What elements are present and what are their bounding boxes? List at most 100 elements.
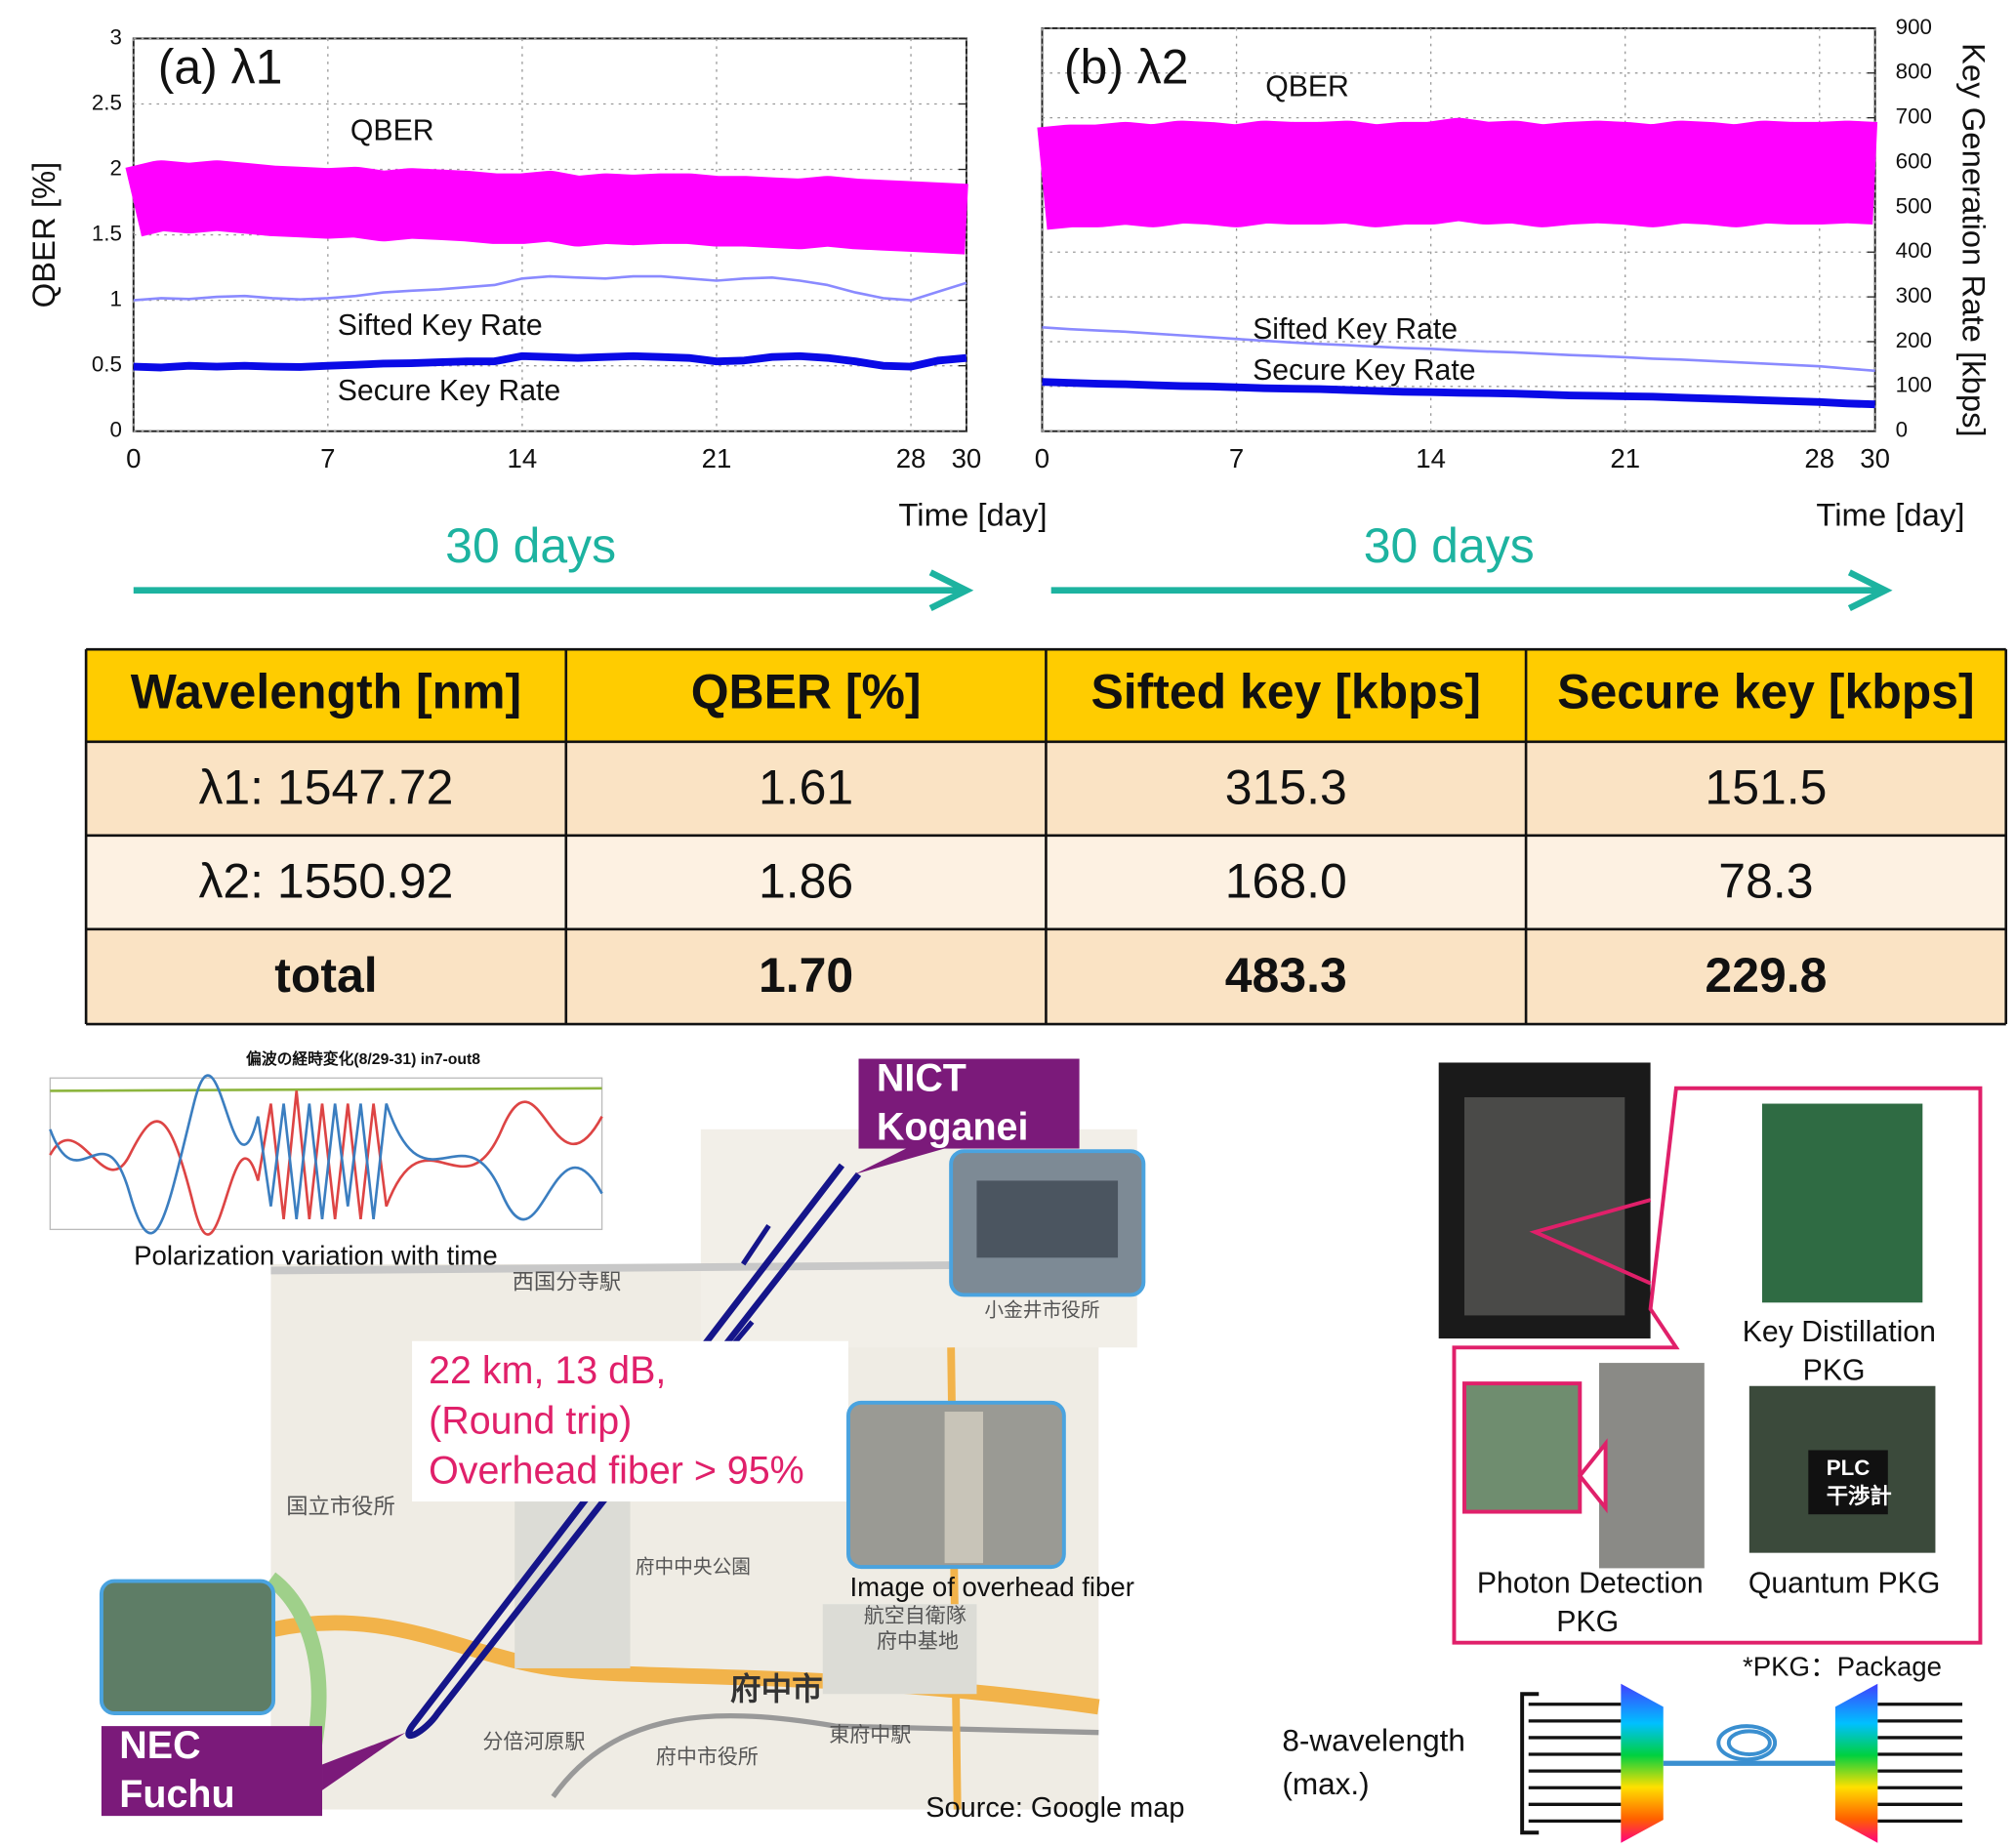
span-label: 30 days: [1364, 518, 1535, 573]
place: 国立市役所: [286, 1495, 395, 1519]
x-tick-label: 21: [1610, 443, 1640, 473]
span-arrowhead: [928, 569, 974, 612]
chart-panel: 0 7 14 21 28 30 0 0.5 1 1.5 2 2.5 3 (a) λ1 QBER Sifted …: [25, 24, 1048, 612]
x-tick-label: 7: [1229, 443, 1244, 473]
callout: [1452, 1086, 1983, 1645]
wdm-lines: [1528, 1703, 1963, 1824]
annotation: Sifted Key Rate: [338, 309, 543, 342]
rack: [1463, 1096, 1625, 1316]
y2-tick-label: 800: [1896, 60, 1932, 84]
table-cell: 168.0: [1225, 854, 1347, 909]
place: 府中基地: [877, 1630, 959, 1653]
source: Source: Google map: [925, 1792, 1184, 1824]
table-cell: λ1: 1547.72: [198, 760, 453, 815]
panel-label: (b) λ2: [1064, 39, 1189, 94]
callout: [1577, 1438, 1608, 1514]
demux: [1834, 1683, 1878, 1843]
campus-photo: [99, 1579, 276, 1715]
photo-caption: Image of overhead fiber: [849, 1572, 1133, 1602]
annotation: QBER: [1265, 71, 1349, 103]
place: 分倍河原駅: [482, 1731, 585, 1753]
place: 西国分寺駅: [513, 1269, 622, 1294]
x-tick-label: 14: [1416, 443, 1446, 473]
x-tick-label: 30: [952, 443, 982, 473]
table-cell: 315.3: [1225, 760, 1347, 815]
y2-tick-label: 600: [1896, 148, 1932, 173]
plc-chip: [1808, 1450, 1888, 1515]
pkg-label: PKG: [1803, 1354, 1866, 1386]
brace: [1520, 1692, 1540, 1835]
inset-trace: [50, 1087, 602, 1092]
annotation: QBER: [350, 114, 434, 146]
y2-tick-label: 0: [1896, 418, 1908, 442]
footnote: *PKG：Package: [1743, 1651, 1942, 1681]
inset-caption: Polarization variation with time: [134, 1241, 498, 1271]
annotation: Secure Key Rate: [338, 375, 560, 407]
place: 府中市: [730, 1671, 823, 1706]
map-text: NICT Koganei NEC Fuchu 22 km, 13 dB, (Ro…: [119, 1056, 1184, 1824]
site-label: Fuchu: [119, 1773, 234, 1816]
y2-axis-label: Key Generation Rate [kbps]: [1956, 43, 1993, 437]
x-axis-label: Time [day]: [898, 496, 1047, 532]
site-label: NICT: [877, 1056, 966, 1099]
inset-title: 偏波の経時変化(8/29-31) in7-out8: [246, 1049, 480, 1068]
inset-frame: [49, 1077, 603, 1231]
series-line: [1042, 326, 1875, 373]
series-line: [133, 274, 967, 302]
wdm-label: (max.): [1282, 1766, 1369, 1801]
link-note: (Round trip): [429, 1399, 632, 1442]
fiber-spool: [1726, 1729, 1772, 1757]
table-cell: 78.3: [1718, 854, 1813, 909]
pkg-label: PKG: [1556, 1606, 1619, 1638]
place: 東府中駅: [829, 1724, 911, 1746]
plc-label: PLC: [1827, 1456, 1871, 1480]
series-line: [1042, 378, 1875, 409]
y2-tick-label: 500: [1896, 193, 1932, 218]
pcb: [1462, 1381, 1583, 1514]
series-line: [133, 351, 967, 372]
table-header: Secure key [kbps]: [1557, 665, 1974, 719]
fiber-spool: [1716, 1724, 1778, 1762]
plc-label: 干渉計: [1827, 1483, 1892, 1508]
polarization-inset: 偏波の経時変化(8/29-31) in7-out8 Polarization v…: [11, 1042, 641, 1271]
place: 小金井市役所: [984, 1300, 1099, 1322]
building-photo: [976, 1180, 1119, 1258]
note-box: [412, 1340, 848, 1502]
table: Wavelength [nm] QBER [%] Sifted key [kbps]…: [84, 647, 2008, 1026]
site-box: [101, 1726, 323, 1817]
module: [1599, 1363, 1705, 1569]
pkg-label: Quantum PKG: [1748, 1567, 1941, 1599]
link-note: 22 km, 13 dB,: [429, 1349, 666, 1392]
chart-panel: 0 7 14 21 28 300100200300400500600700800900(b…: [1018, 15, 1993, 612]
table-cell: total: [274, 948, 377, 1003]
demux: [1621, 1683, 1664, 1843]
panel-label: (a) λ1: [158, 39, 283, 94]
x-tick-label: 0: [1035, 443, 1049, 473]
table-cell: 1.70: [759, 948, 853, 1003]
table-cell: 483.3: [1225, 948, 1347, 1003]
callout: [1529, 1198, 1652, 1286]
y2-tick-label: 100: [1896, 373, 1932, 397]
equipment: Key Distillation PKG Photon Detection PK…: [1282, 1062, 1983, 1843]
y-tick-label: 0: [110, 418, 122, 442]
fiber-photo: [944, 1412, 984, 1564]
inset-trace: [49, 1090, 603, 1236]
pkg-label: Key Distillation: [1743, 1316, 1936, 1348]
plot-area: [1041, 26, 1876, 432]
pcb: [1761, 1103, 1923, 1303]
table-header: Wavelength [nm]: [131, 665, 521, 719]
y-tick-label: 1: [110, 287, 122, 311]
annotation: Sifted Key Rate: [1253, 313, 1458, 346]
x-tick-label: 0: [126, 443, 141, 473]
site-box: [858, 1058, 1080, 1149]
y-tick-label: 2: [110, 155, 122, 180]
table-header: Sifted key [kbps]: [1090, 665, 1481, 719]
y-tick-label: 0.5: [92, 352, 122, 377]
y2-tick-label: 400: [1896, 238, 1932, 263]
y-axis-label: QBER [%]: [25, 162, 62, 308]
y2-tick-label: 200: [1896, 328, 1932, 352]
link-note: Overhead fiber > 95%: [429, 1450, 804, 1493]
place: 府中中央公園: [636, 1557, 751, 1579]
wdm-label: 8-wavelength: [1282, 1723, 1465, 1758]
